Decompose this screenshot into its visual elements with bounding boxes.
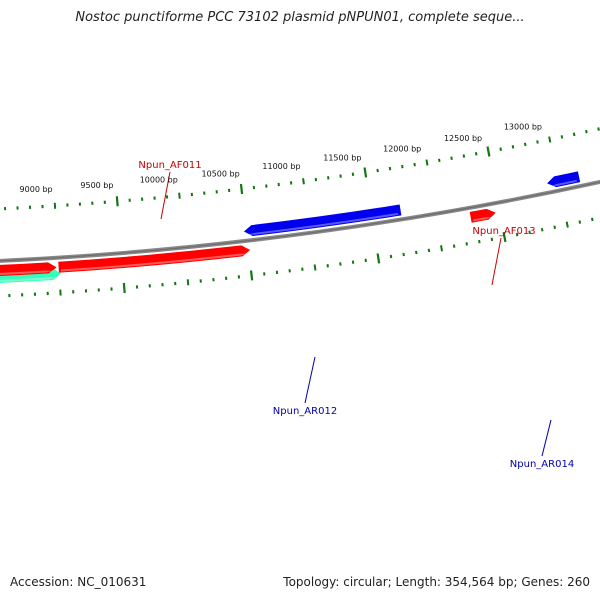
scale-tick bbox=[548, 136, 552, 143]
scale-tick bbox=[413, 162, 416, 167]
scale-tick bbox=[452, 244, 456, 248]
label-leader-line bbox=[541, 419, 552, 457]
scale-tick bbox=[178, 192, 181, 199]
gene-npun-ar012[interactable] bbox=[243, 204, 402, 237]
scale-tick bbox=[249, 270, 254, 281]
scale-tick bbox=[478, 239, 481, 244]
scale-tick bbox=[115, 196, 119, 207]
topology-summary: Topology: circular; Length: 354,564 bp; … bbox=[283, 575, 590, 589]
scale-tick bbox=[438, 158, 441, 163]
gene-feature[interactable] bbox=[0, 262, 57, 276]
gene-highlight bbox=[0, 277, 59, 282]
gene-npun-af011[interactable] bbox=[58, 245, 251, 273]
accession-text: Accession: NC_010631 bbox=[10, 575, 147, 589]
scale-tick bbox=[590, 217, 594, 222]
scale-tick bbox=[502, 231, 507, 243]
scale-tick bbox=[450, 156, 453, 160]
gene-features[interactable] bbox=[0, 171, 581, 283]
gene-highlight bbox=[473, 216, 494, 222]
scale-tick bbox=[401, 164, 404, 169]
scale-tick bbox=[515, 232, 519, 237]
scale-tick bbox=[402, 252, 405, 257]
scale-tick bbox=[474, 152, 478, 156]
sequence-backbone bbox=[0, 179, 600, 263]
scale-tick bbox=[565, 221, 569, 228]
gene-highlight bbox=[246, 212, 399, 235]
scale-tick bbox=[540, 227, 544, 232]
gene-labels: Npun_AF011 Npun_AF013 Npun_AR012 Npun_AR014 bbox=[138, 160, 574, 470]
gene-label-npun-af013[interactable]: Npun_AF013 bbox=[472, 226, 535, 237]
gene-label-npun-ar012[interactable]: Npun_AR012 bbox=[273, 406, 337, 417]
label-leader-line bbox=[491, 237, 502, 286]
scale-tick bbox=[376, 253, 381, 264]
scale-tick bbox=[486, 146, 491, 157]
gene-highlight bbox=[60, 253, 248, 272]
scale-tick bbox=[499, 147, 502, 151]
gene-label-npun-af011[interactable]: Npun_AF011 bbox=[138, 160, 201, 171]
scale-tick bbox=[415, 250, 418, 255]
inner-tick-track bbox=[4, 127, 600, 211]
scale-label: 11500 bp bbox=[323, 154, 361, 163]
scale-tick bbox=[560, 135, 564, 139]
scale-tick bbox=[528, 230, 531, 234]
scale-tick bbox=[536, 140, 539, 144]
gene-label-npun-ar014[interactable]: Npun_AR014 bbox=[510, 459, 574, 470]
scale-tick bbox=[490, 237, 494, 242]
label-leader-line bbox=[160, 171, 171, 220]
scale-tick bbox=[511, 145, 515, 149]
gene-highlight bbox=[549, 179, 577, 187]
scale-tick bbox=[462, 154, 466, 158]
scale-tick bbox=[578, 220, 582, 224]
scale-label: 10500 bp bbox=[202, 169, 240, 178]
scale-tick bbox=[523, 142, 527, 147]
scale-tick bbox=[553, 225, 557, 229]
scale-tick bbox=[363, 167, 368, 178]
scale-label: 13000 bp bbox=[504, 123, 542, 132]
scale-label: 9500 bp bbox=[80, 181, 113, 190]
scale-tick bbox=[388, 166, 392, 171]
map-title: Nostoc punctiforme PCC 73102 plasmid pNP… bbox=[75, 10, 525, 25]
scale-tick bbox=[122, 282, 126, 294]
scale-tick bbox=[302, 178, 305, 185]
scale-label: 12500 bp bbox=[444, 134, 482, 143]
scale-tick bbox=[597, 127, 600, 131]
scale-tick bbox=[572, 132, 576, 137]
scale-label: 10000 bp bbox=[140, 176, 178, 185]
scale-label: 11000 bp bbox=[262, 162, 300, 171]
scale-tick bbox=[239, 183, 244, 195]
scale-tick bbox=[427, 248, 431, 253]
scale-tick bbox=[440, 245, 444, 252]
scale-tick bbox=[425, 159, 429, 166]
backbone-edge bbox=[0, 181, 600, 262]
gene-npun-af013[interactable] bbox=[469, 208, 496, 223]
scale-tick bbox=[465, 242, 469, 246]
gene-npun-ar014[interactable] bbox=[547, 171, 581, 188]
label-leader-line bbox=[304, 356, 316, 404]
scale-label: 12000 bp bbox=[383, 144, 421, 153]
scale-label: 9000 bp bbox=[20, 185, 53, 194]
gene-highlight bbox=[0, 270, 54, 275]
scale-tick bbox=[585, 129, 588, 134]
scale-tick bbox=[186, 279, 190, 286]
scale-tick bbox=[313, 264, 317, 271]
outer-tick-track bbox=[8, 217, 594, 298]
scale-labels: 9000 bp 9500 bp 10000 bp 10500 bp 11000 bp 11… bbox=[20, 123, 542, 194]
